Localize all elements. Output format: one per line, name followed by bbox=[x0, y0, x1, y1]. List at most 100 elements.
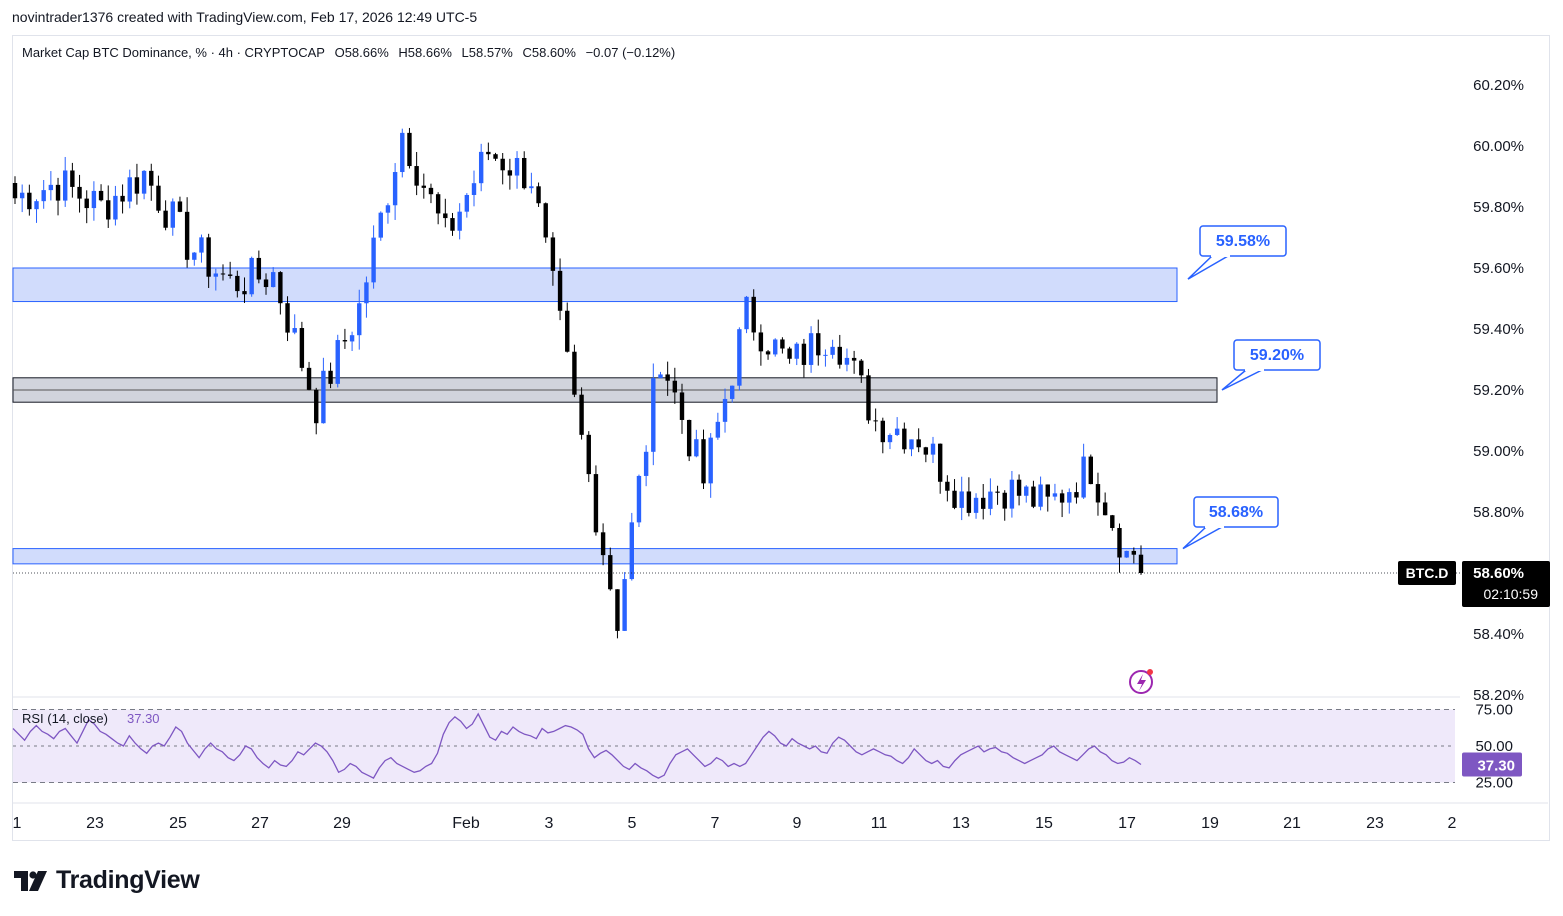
candle-body[interactable] bbox=[844, 357, 850, 365]
candle-body[interactable] bbox=[206, 237, 211, 277]
candle-body[interactable] bbox=[48, 184, 54, 191]
candle-body[interactable] bbox=[357, 303, 362, 336]
candle-body[interactable] bbox=[242, 291, 247, 295]
candle-body[interactable] bbox=[450, 218, 455, 231]
candle-body[interactable] bbox=[651, 378, 656, 452]
candle-body[interactable] bbox=[522, 157, 527, 189]
candle-body[interactable] bbox=[916, 439, 921, 448]
candle-body[interactable] bbox=[321, 370, 326, 424]
candle-body[interactable] bbox=[1074, 492, 1079, 498]
candle-body[interactable] bbox=[213, 273, 219, 277]
candle-body[interactable] bbox=[751, 296, 756, 333]
candle-body[interactable] bbox=[385, 205, 391, 213]
candle-body[interactable] bbox=[471, 183, 477, 195]
candle-body[interactable] bbox=[543, 203, 548, 238]
candle-body[interactable] bbox=[478, 151, 484, 184]
candle-body[interactable] bbox=[55, 184, 61, 201]
candle-body[interactable] bbox=[801, 343, 807, 365]
candle-body[interactable] bbox=[392, 172, 398, 206]
candle-body[interactable] bbox=[1059, 493, 1065, 503]
candle-body[interactable] bbox=[421, 185, 427, 188]
candle-body[interactable] bbox=[199, 237, 204, 253]
candle-body[interactable] bbox=[270, 272, 276, 288]
candle-body[interactable] bbox=[1052, 493, 1058, 497]
candle-body[interactable] bbox=[342, 340, 348, 342]
candle-body[interactable] bbox=[170, 201, 175, 228]
candle-body[interactable] bbox=[1088, 456, 1093, 485]
candle-body[interactable] bbox=[615, 589, 620, 631]
candle-body[interactable] bbox=[464, 194, 470, 212]
candle-body[interactable] bbox=[328, 370, 333, 384]
candle-body[interactable] bbox=[866, 375, 871, 421]
candle-body[interactable] bbox=[636, 475, 642, 523]
candle-body[interactable] bbox=[184, 211, 190, 260]
candle-body[interactable] bbox=[902, 428, 907, 450]
candle-body[interactable] bbox=[1124, 550, 1129, 558]
candle-body[interactable] bbox=[285, 303, 290, 333]
candle-body[interactable] bbox=[887, 434, 893, 443]
candle-body[interactable] bbox=[19, 192, 25, 199]
candle-body[interactable] bbox=[959, 491, 964, 508]
candle-body[interactable] bbox=[12, 183, 18, 199]
candle-body[interactable] bbox=[694, 439, 699, 457]
candle-body[interactable] bbox=[314, 389, 319, 424]
candle-body[interactable] bbox=[708, 437, 713, 484]
candle-body[interactable] bbox=[1117, 527, 1122, 558]
callout-box[interactable] bbox=[1193, 496, 1279, 528]
candle-body[interactable] bbox=[1045, 484, 1050, 497]
candle-body[interactable] bbox=[629, 522, 634, 580]
candle-body[interactable] bbox=[220, 273, 226, 275]
candle-body[interactable] bbox=[945, 481, 950, 491]
candle-body[interactable] bbox=[966, 491, 972, 513]
candle-body[interactable] bbox=[70, 170, 75, 187]
candle-body[interactable] bbox=[851, 357, 857, 361]
candle-body[interactable] bbox=[1095, 484, 1101, 503]
candle-body[interactable] bbox=[335, 340, 340, 384]
candle-body[interactable] bbox=[378, 212, 383, 238]
candle-body[interactable] bbox=[923, 447, 929, 455]
candle-body[interactable] bbox=[973, 497, 979, 513]
candle-body[interactable] bbox=[149, 170, 154, 186]
candle-body[interactable] bbox=[1102, 502, 1108, 516]
candle-body[interactable] bbox=[292, 328, 297, 333]
candle-body[interactable] bbox=[981, 497, 986, 509]
candle-body[interactable] bbox=[141, 170, 147, 194]
candle-body[interactable] bbox=[672, 380, 678, 393]
candle-body[interactable] bbox=[744, 296, 749, 330]
candle-body[interactable] bbox=[177, 201, 183, 212]
candle-body[interactable] bbox=[400, 132, 405, 173]
candle-body[interactable] bbox=[765, 351, 771, 355]
candle-body[interactable] bbox=[227, 274, 233, 276]
candle-body[interactable] bbox=[679, 392, 685, 420]
candle-body[interactable] bbox=[120, 195, 125, 202]
candle-body[interactable] bbox=[414, 166, 419, 186]
candle-body[interactable] bbox=[837, 346, 842, 365]
candle-body[interactable] bbox=[428, 187, 434, 195]
candle-body[interactable] bbox=[435, 194, 441, 214]
candle-body[interactable] bbox=[371, 237, 376, 283]
candle-body[interactable] bbox=[507, 170, 513, 176]
candle-body[interactable] bbox=[557, 270, 563, 311]
candle-body[interactable] bbox=[1138, 554, 1144, 573]
candle-body[interactable] bbox=[443, 213, 448, 219]
candle-body[interactable] bbox=[1067, 492, 1072, 503]
candle-body[interactable] bbox=[1038, 484, 1043, 507]
candle-body[interactable] bbox=[593, 474, 599, 533]
candle-body[interactable] bbox=[565, 310, 570, 352]
candle-body[interactable] bbox=[41, 190, 46, 202]
candle-body[interactable] bbox=[349, 335, 355, 342]
candle-body[interactable] bbox=[722, 398, 728, 422]
resistance-zone[interactable] bbox=[12, 267, 1178, 303]
candle-body[interactable] bbox=[816, 333, 821, 356]
candle-body[interactable] bbox=[729, 385, 735, 399]
candle-body[interactable] bbox=[715, 421, 721, 438]
candle-body[interactable] bbox=[930, 443, 936, 455]
candle-body[interactable] bbox=[98, 190, 104, 201]
candle-body[interactable] bbox=[163, 210, 168, 228]
candle-body[interactable] bbox=[701, 439, 706, 484]
candle-body[interactable] bbox=[952, 490, 957, 508]
candle-body[interactable] bbox=[823, 354, 828, 356]
candle-body[interactable] bbox=[278, 272, 283, 304]
candle-body[interactable] bbox=[306, 367, 312, 390]
candle-body[interactable] bbox=[63, 170, 68, 201]
